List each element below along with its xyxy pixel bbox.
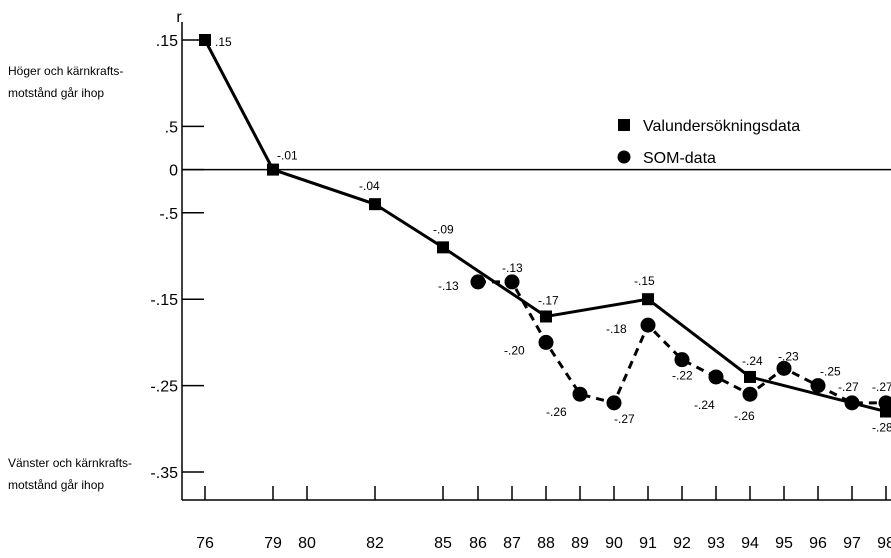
x-tick-label: 89 [571, 535, 589, 552]
x-tick-label: 92 [673, 535, 691, 552]
x-tick-label: 96 [809, 535, 827, 552]
som-data-point [470, 274, 486, 290]
x-tick-label: 91 [639, 535, 657, 552]
som-data-point [538, 334, 554, 350]
annotation-lower: Vänster och kärnkrafts- [8, 456, 132, 470]
y-axis-title: r [176, 9, 182, 26]
x-tick-label: 87 [503, 535, 521, 552]
x-tick-label: 86 [469, 535, 487, 552]
y-tick-label: -.35 [150, 465, 178, 482]
som-data-label: -.27 [614, 412, 635, 426]
som-data-point [640, 317, 656, 333]
som-data-point [674, 352, 690, 368]
som-data-label: -.13 [438, 279, 459, 293]
annotation-upper: Höger och kärnkrafts- [8, 64, 123, 78]
x-tick-label: 95 [775, 535, 793, 552]
legend-label-som-data: SOM-data [643, 150, 716, 167]
som-data-point [606, 395, 622, 411]
som-data-point [504, 274, 520, 290]
valundersokningsdata-point [744, 370, 756, 383]
som-data-label: -.26 [546, 405, 567, 419]
som-data-label: -.20 [504, 343, 525, 357]
y-tick-label: 0 [169, 163, 178, 180]
som-data-point [810, 378, 826, 394]
som-data-label: -.22 [672, 369, 693, 383]
x-tick-label: 80 [298, 535, 316, 552]
som-data-label: -.13 [502, 261, 523, 275]
x-tick-label: 93 [707, 535, 725, 552]
som-data-label: -.18 [606, 322, 627, 336]
som-data-label: -.27 [872, 380, 891, 394]
x-tick-label: 79 [264, 535, 282, 552]
valundersokningsdata-label: -.28 [872, 421, 891, 435]
y-tick-label: .15 [156, 33, 178, 50]
y-tick-label: -.25 [150, 379, 178, 396]
valundersokningsdata-point [880, 405, 891, 418]
x-tick-label: 76 [196, 535, 214, 552]
valundersokningsdata-point [540, 310, 552, 323]
som-data-label: -.26 [734, 409, 755, 423]
x-tick-label: 94 [741, 535, 759, 552]
legend-square-marker [618, 119, 630, 131]
valundersokningsdata-point [199, 34, 211, 46]
som-data-point [708, 369, 724, 385]
som-data-label: -.23 [778, 349, 799, 363]
x-tick-label: 82 [366, 535, 384, 552]
valundersokningsdata-label: -.24 [742, 354, 763, 368]
y-tick-label: -.15 [150, 292, 178, 309]
x-tick-label: 88 [537, 535, 555, 552]
som-data-point [572, 386, 588, 402]
legend-label-valundersokningsdata: Valundersökningsdata [643, 118, 800, 135]
x-tick-label: 98 [877, 535, 891, 552]
som-data-label: -.27 [838, 380, 859, 394]
valundersokningsdata-label: -.15 [634, 274, 655, 288]
annotation-upper: motstånd går ihop [8, 86, 104, 100]
x-tick-label: 90 [605, 535, 623, 552]
som-data-point [742, 386, 758, 402]
valundersokningsdata-label: .15 [215, 35, 232, 49]
valundersokningsdata-label: -.09 [433, 222, 454, 236]
valundersokningsdata-label: -.17 [538, 293, 559, 307]
som-data-point [776, 360, 792, 376]
valundersokningsdata-label: -.04 [359, 179, 380, 193]
y-tick-label: -.5 [159, 206, 178, 223]
valundersokningsdata-label: -.01 [277, 149, 298, 163]
annotation-lower: motstånd går ihop [8, 478, 104, 492]
som-data-point [844, 395, 860, 411]
y-tick-label: .5 [165, 119, 178, 136]
som-data-label: -.25 [820, 365, 841, 379]
valundersokningsdata-point [267, 163, 279, 176]
x-tick-label: 85 [434, 535, 452, 552]
x-tick-label: 97 [843, 535, 861, 552]
valundersokningsdata-point [642, 293, 654, 306]
valundersokningsdata-point [369, 198, 381, 211]
som-data-label: -.24 [694, 398, 715, 412]
legend-circle-marker [617, 150, 631, 164]
valundersokningsdata-point [437, 241, 449, 254]
